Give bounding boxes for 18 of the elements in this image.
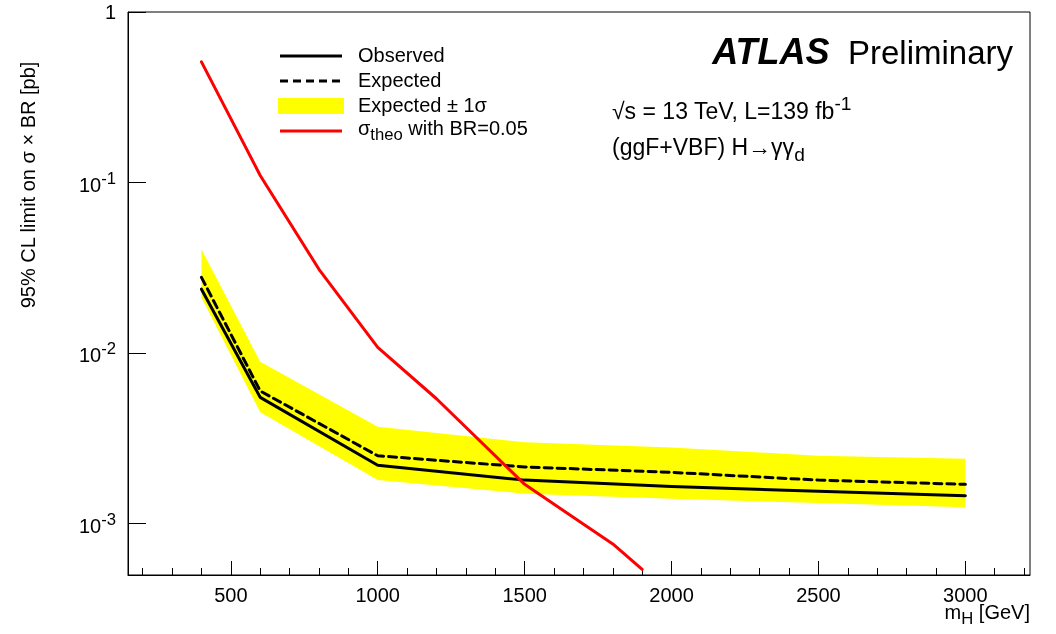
annotation: (ggF+VBF) H→γγ$_{d}$	[612, 134, 805, 165]
text: ATLAS Preliminary	[712, 31, 1013, 72]
annotation: Expected ± 1σ	[358, 94, 487, 117]
x-tick-label: 2000	[649, 584, 694, 606]
x-axis-title: m$_{H}$ [GeV]	[944, 601, 1030, 628]
legend-label: Observed	[358, 44, 445, 67]
x-tick-label: 2500	[796, 584, 841, 606]
annotation: √s = 13 TeV, L=139 fb$^{-1}$	[612, 93, 852, 124]
y-tick-label: 1	[104, 1, 116, 23]
y-axis-title: 95% CL limit on σ × BR [pb]	[17, 61, 39, 309]
y-tick-label: 10$^{-1}$	[78, 168, 116, 196]
legend-label: σ$_{theo}$ with BR=0.05	[358, 116, 528, 145]
legend-label: Expected	[358, 69, 442, 92]
x-tick-label: 500	[214, 584, 248, 606]
y-tick-label: 10$^{-3}$	[78, 509, 116, 537]
x-tick-label: 1500	[502, 584, 547, 606]
y-tick-label: 10$^{-2}$	[78, 339, 116, 366]
x-tick-label: 1000	[355, 584, 400, 606]
